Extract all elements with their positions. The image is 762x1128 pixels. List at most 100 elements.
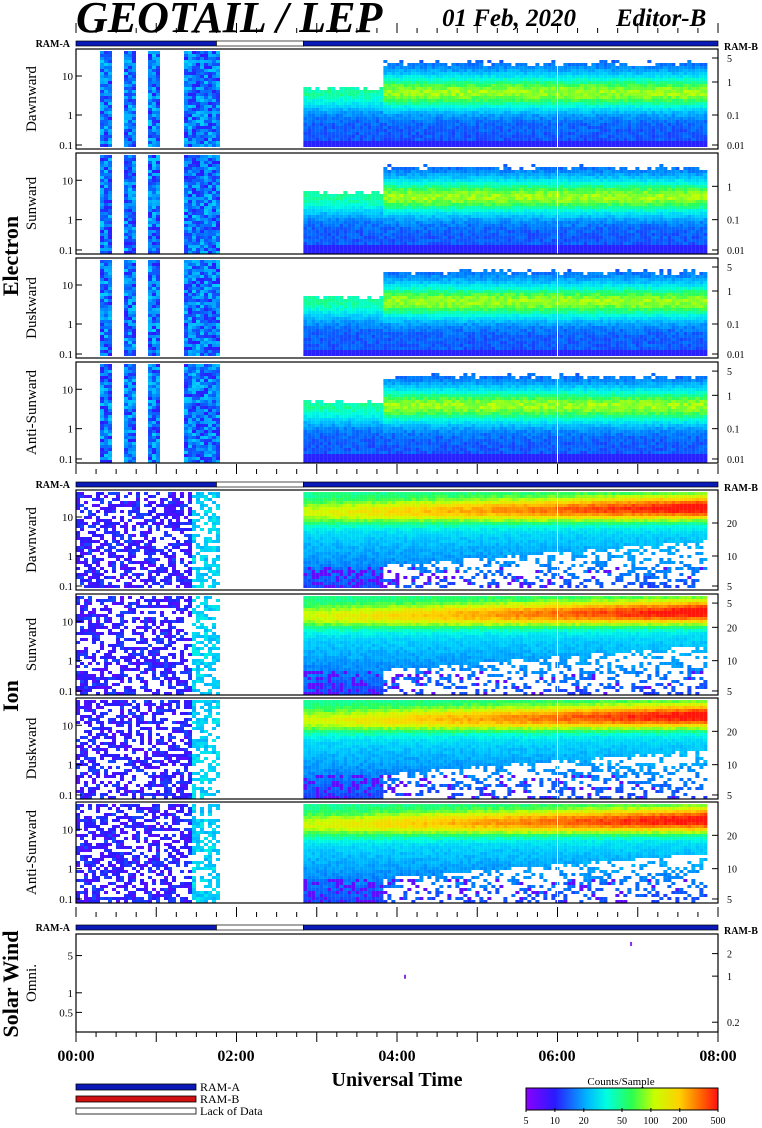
heatmap-cell bbox=[387, 93, 392, 96]
heatmap-cell bbox=[415, 218, 420, 221]
heatmap-cell bbox=[699, 72, 704, 75]
heatmap-cell bbox=[479, 248, 484, 251]
heatmap-cell bbox=[447, 209, 452, 212]
heatmap-cell bbox=[459, 102, 464, 105]
heatmap-cell bbox=[527, 66, 532, 69]
heatmap-cell bbox=[427, 170, 432, 173]
heatmap-cell bbox=[188, 155, 193, 158]
heatmap-cell bbox=[387, 63, 392, 66]
heatmap-cell bbox=[216, 251, 221, 254]
heatmap-cell bbox=[479, 138, 484, 141]
heatmap-cell bbox=[311, 209, 316, 212]
heatmap-cell bbox=[695, 99, 700, 102]
heatmap-cell bbox=[427, 75, 432, 78]
heatmap-cell bbox=[479, 179, 484, 182]
heatmap-cell bbox=[447, 170, 452, 173]
heatmap-cell bbox=[204, 242, 209, 245]
heatmap-cell bbox=[315, 120, 320, 123]
heatmap-cell bbox=[375, 248, 380, 251]
heatmap-cell bbox=[383, 173, 388, 176]
panel-ylabel: Dawnward bbox=[24, 66, 40, 132]
heatmap-cell bbox=[124, 120, 129, 123]
heatmap-cell bbox=[595, 99, 600, 102]
heatmap-cell bbox=[323, 93, 328, 96]
heatmap-cell bbox=[327, 126, 332, 129]
heatmap-cell bbox=[192, 60, 197, 63]
heatmap-cell bbox=[503, 135, 508, 138]
heatmap-cell bbox=[435, 132, 440, 135]
heatmap-cell bbox=[371, 230, 376, 233]
heatmap-cell bbox=[663, 120, 668, 123]
heatmap-cell bbox=[343, 117, 348, 120]
heatmap-cell bbox=[443, 188, 448, 191]
heatmap-cell bbox=[132, 87, 137, 90]
heatmap-cell bbox=[619, 87, 624, 90]
heatmap-cell bbox=[475, 102, 480, 105]
heatmap-cell bbox=[535, 69, 540, 72]
heatmap-cell bbox=[196, 75, 201, 78]
heatmap-cell bbox=[439, 111, 444, 114]
heatmap-cell bbox=[132, 203, 137, 206]
heatmap-cell bbox=[343, 230, 348, 233]
heatmap-cell bbox=[467, 182, 472, 185]
heatmap-cell bbox=[351, 212, 356, 215]
heatmap-cell bbox=[631, 102, 636, 105]
heatmap-cell bbox=[675, 78, 680, 81]
heatmap-cell bbox=[375, 102, 380, 105]
heatmap-cell bbox=[443, 126, 448, 129]
heatmap-cell bbox=[463, 102, 468, 105]
heatmap-cell bbox=[563, 84, 568, 87]
heatmap-cell bbox=[455, 215, 460, 218]
heatmap-cell bbox=[156, 111, 161, 114]
heatmap-cell bbox=[447, 66, 452, 69]
heatmap-cell bbox=[327, 248, 332, 251]
heatmap-cell bbox=[383, 194, 388, 197]
heatmap-cell bbox=[371, 114, 376, 117]
heatmap-cell bbox=[687, 111, 692, 114]
heatmap-cell bbox=[507, 66, 512, 69]
heatmap-cell bbox=[467, 132, 472, 135]
heatmap-cell bbox=[435, 120, 440, 123]
heatmap-cell bbox=[387, 245, 392, 248]
heatmap-cell bbox=[311, 227, 316, 230]
heatmap-cell bbox=[615, 66, 620, 69]
heatmap-cell bbox=[507, 105, 512, 108]
heatmap-cell bbox=[212, 93, 217, 96]
heatmap-cell bbox=[208, 224, 213, 227]
heatmap-cell bbox=[212, 141, 217, 144]
heatmap-cell bbox=[184, 90, 189, 93]
heatmap-cell bbox=[415, 78, 420, 81]
heatmap-cell bbox=[128, 105, 133, 108]
heatmap-cell bbox=[216, 191, 221, 194]
heatmap-cell bbox=[196, 230, 201, 233]
heatmap-cell bbox=[124, 84, 129, 87]
heatmap-cell bbox=[216, 239, 221, 242]
heatmap-cell bbox=[475, 78, 480, 81]
heatmap-cell bbox=[343, 236, 348, 239]
heatmap-cell bbox=[387, 69, 392, 72]
heatmap-cell bbox=[307, 197, 312, 200]
heatmap-cell bbox=[571, 63, 576, 66]
heatmap-cell bbox=[615, 114, 620, 117]
heatmap-cell bbox=[196, 233, 201, 236]
heatmap-cell bbox=[391, 99, 396, 102]
heatmap-cell bbox=[188, 51, 193, 54]
heatmap-cell bbox=[132, 158, 137, 161]
heatmap-cell bbox=[587, 102, 592, 105]
heatmap-cell bbox=[611, 102, 616, 105]
heatmap-cell bbox=[391, 185, 396, 188]
heatmap-cell bbox=[631, 132, 636, 135]
heatmap-cell bbox=[148, 66, 153, 69]
heatmap-cell bbox=[479, 188, 484, 191]
heatmap-cell bbox=[311, 138, 316, 141]
heatmap-cell bbox=[691, 108, 696, 111]
heatmap-cell bbox=[192, 245, 197, 248]
heatmap-cell bbox=[687, 126, 692, 129]
heatmap-cell bbox=[100, 87, 105, 90]
heatmap-cell bbox=[100, 102, 105, 105]
heatmap-cell bbox=[355, 248, 360, 251]
heatmap-cell bbox=[192, 90, 197, 93]
heatmap-cell bbox=[188, 138, 193, 141]
heatmap-cell bbox=[108, 111, 113, 114]
heatmap-cell bbox=[104, 212, 109, 215]
